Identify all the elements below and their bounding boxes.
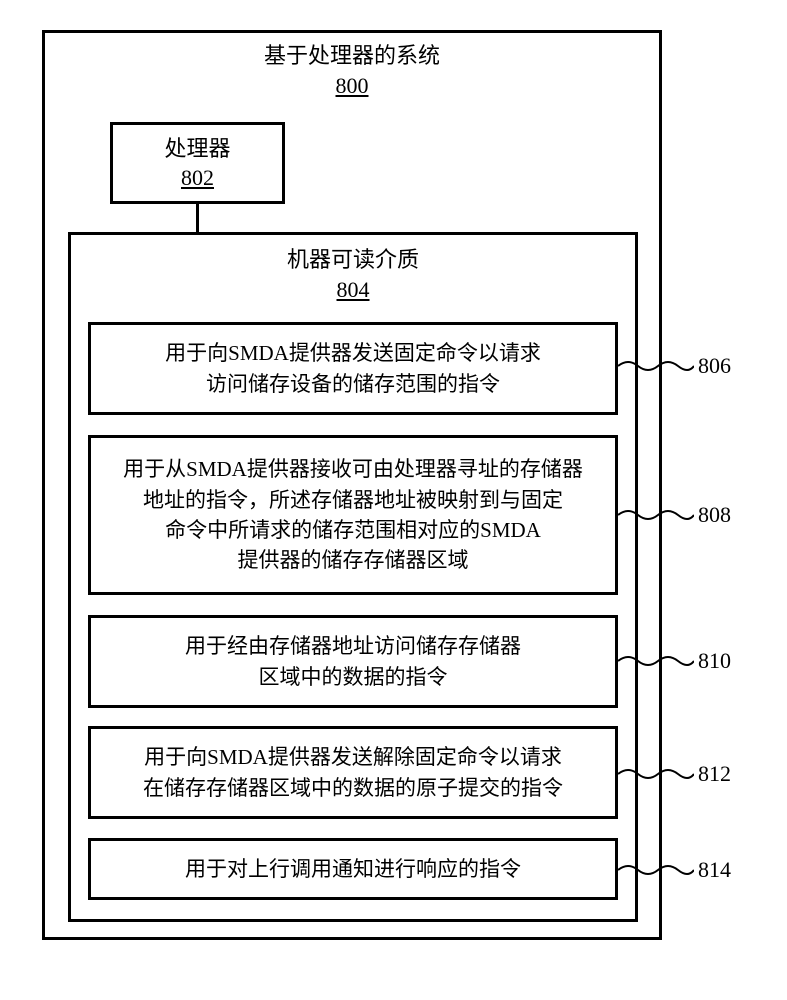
step-810-line1: 用于经由存储器地址访问储存存储器 <box>185 631 521 661</box>
system-title: 基于处理器的系统 <box>42 42 662 71</box>
step-812-line2: 在储存存储器区域中的数据的原子提交的指令 <box>143 773 563 803</box>
step-806-line2: 访问储存设备的储存范围的指令 <box>206 369 500 399</box>
lead-line-808 <box>618 505 694 525</box>
step-814-line1: 用于对上行调用通知进行响应的指令 <box>185 854 521 884</box>
processor-box: 处理器 802 <box>110 122 285 204</box>
step-810: 用于经由存储器地址访问储存存储器 区域中的数据的指令 <box>88 615 618 708</box>
medium-title-group: 机器可读介质 804 <box>68 246 638 303</box>
label-814: 814 <box>698 857 731 883</box>
processor-title: 处理器 <box>164 135 230 164</box>
lead-line-806 <box>618 356 694 376</box>
lead-line-810 <box>618 651 694 671</box>
system-title-group: 基于处理器的系统 800 <box>42 42 662 99</box>
label-806: 806 <box>698 353 731 379</box>
step-806: 用于向SMDA提供器发送固定命令以请求 访问储存设备的储存范围的指令 <box>88 322 618 415</box>
label-808: 808 <box>698 502 731 528</box>
step-808-line1: 用于从SMDA提供器接收可由处理器寻址的存储器 <box>123 454 583 484</box>
system-ref: 800 <box>42 73 662 99</box>
label-812: 812 <box>698 761 731 787</box>
step-812-line1: 用于向SMDA提供器发送解除固定命令以请求 <box>144 742 562 772</box>
label-810: 810 <box>698 648 731 674</box>
medium-title: 机器可读介质 <box>68 246 638 275</box>
step-808-line2: 地址的指令，所述存储器地址被映射到与固定 <box>143 485 563 515</box>
lead-line-812 <box>618 764 694 784</box>
step-806-line1: 用于向SMDA提供器发送固定命令以请求 <box>165 338 541 368</box>
lead-line-814 <box>618 860 694 880</box>
step-808-line4: 提供器的储存存储器区域 <box>238 545 469 575</box>
processor-ref: 802 <box>181 165 214 191</box>
step-812: 用于向SMDA提供器发送解除固定命令以请求 在储存存储器区域中的数据的原子提交的… <box>88 726 618 819</box>
step-814: 用于对上行调用通知进行响应的指令 <box>88 838 618 900</box>
medium-ref: 804 <box>68 277 638 303</box>
step-808-line3: 命令中所请求的储存范围相对应的SMDA <box>165 515 541 545</box>
step-810-line2: 区域中的数据的指令 <box>259 662 448 692</box>
processor-medium-connector <box>196 204 199 232</box>
step-808: 用于从SMDA提供器接收可由处理器寻址的存储器 地址的指令，所述存储器地址被映射… <box>88 435 618 595</box>
